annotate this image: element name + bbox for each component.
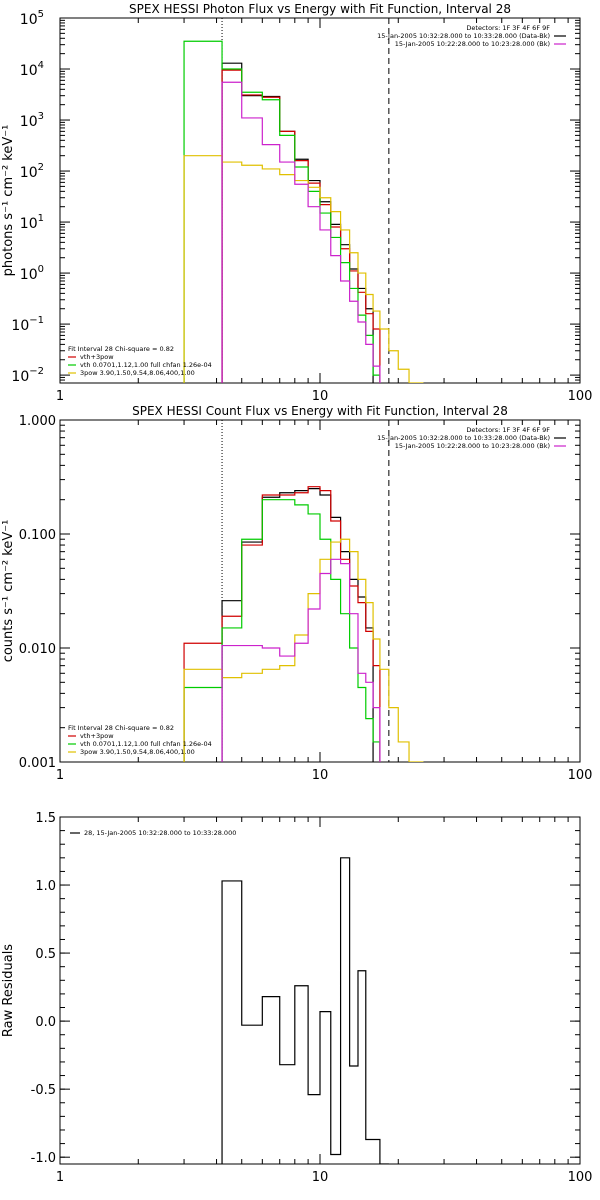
y-tick-label: -0.5	[31, 1083, 56, 1098]
y-axis-label: photons s⁻¹ cm⁻² keV⁻¹	[1, 125, 16, 277]
plot-area	[183, 18, 424, 383]
y-tick-exponent: 3	[38, 111, 44, 122]
series-2-step	[221, 69, 381, 383]
x-tick-label: 1	[56, 1170, 64, 1185]
x-tick-label: 100	[568, 768, 593, 783]
x-tick-label: 10	[312, 389, 329, 404]
chart-panel-2: SPEX HESSI Count Flux vs Energy with Fit…	[1, 404, 592, 783]
y-tick-label: 10−1	[11, 315, 44, 334]
series-3-step	[183, 499, 381, 762]
y-tick-base: 10	[11, 318, 29, 334]
y-tick-label: 0.0	[35, 1015, 56, 1030]
y-tick-label: 102	[20, 162, 44, 181]
legend-tr-text: Detectors: 1F 3F 4F 6F 9F	[466, 24, 550, 32]
legend-tr-text: 15-Jan-2005 10:32:28.000 to 10:33:28.000…	[377, 32, 550, 40]
y-tick-base: 10	[20, 63, 38, 79]
y-tick-exponent: 4	[38, 60, 44, 71]
series-4-step	[183, 155, 424, 383]
series-5-step	[221, 81, 381, 383]
y-tick-base: 10	[20, 165, 38, 181]
series-1-step	[221, 488, 374, 762]
legend-tr-text: Detectors: 1F 3F 4F 6F 9F	[466, 426, 550, 434]
legend-bl-text: vth 0.0701,1.12,1.00 full chfan 1.26e-04	[80, 740, 212, 748]
chart-panel-3: Raw Residuals 1 10 100 -1.0 -0.5 0.0 0.5 1.0 1.5 2…	[1, 811, 592, 1185]
legend-tl-text: 28, 15-Jan-2005 10:32:28.000 to 10:33:28…	[84, 829, 236, 837]
y-tick-label: 0.001	[19, 756, 56, 771]
series-2-step	[183, 486, 381, 762]
y-tick-exponent: −1	[29, 315, 44, 326]
x-tick-label: 10	[312, 768, 329, 783]
x-tick-label: 100	[568, 1170, 593, 1185]
y-tick-label: 0.100	[19, 528, 56, 543]
legend-bl-text: 3pow 3.90,1.50,9.54,8.06,400,1.00	[80, 748, 195, 756]
y-tick-base: 10	[20, 114, 38, 130]
y-tick-label: 104	[20, 60, 44, 79]
chart-title: SPEX HESSI Count Flux vs Energy with Fit…	[132, 404, 508, 418]
plot-frame	[59, 816, 581, 1165]
legend-bl-text: vth 0.0701,1.12,1.00 full chfan 1.26e-04	[80, 361, 212, 369]
y-tick-label: -1.0	[31, 1151, 56, 1166]
legend-bl-text: vth+3pow	[80, 732, 114, 740]
y-tick-exponent: 2	[38, 162, 44, 173]
x-tick-label: 100	[568, 389, 593, 404]
y-tick-label: 0.010	[19, 642, 56, 657]
x-tick-label: 1	[56, 389, 64, 404]
y-tick-base: 10	[20, 267, 38, 283]
chart-title: SPEX HESSI Photon Flux vs Energy with Fi…	[129, 2, 511, 16]
x-tick-label: 1	[56, 768, 64, 783]
y-tick-label: 1.000	[19, 414, 56, 429]
y-tick-exponent: 1	[38, 213, 44, 224]
legend-bl-text: Fit Interval 28 Chi-square = 0.82	[68, 345, 174, 353]
y-tick-base: 10	[11, 369, 29, 385]
series-1-step	[221, 62, 374, 383]
series-5-step	[221, 558, 381, 762]
y-tick-label: 10−2	[11, 366, 44, 385]
plot-area	[221, 857, 389, 1164]
y-tick-exponent: 0	[38, 264, 44, 275]
y-tick-exponent: −2	[29, 366, 44, 377]
y-tick-label: 0.5	[35, 947, 56, 962]
series-3-step	[183, 40, 381, 383]
y-tick-base: 10	[20, 12, 38, 28]
y-tick-label: 101	[20, 213, 44, 232]
x-tick-label: 10	[312, 1170, 329, 1185]
legend-bl-text: 3pow 3.90,1.50,9.54,8.06,400,1.00	[80, 369, 195, 377]
legend-tr-text: 15-Jan-2005 10:22:28.000 to 10:23:28.000…	[395, 442, 550, 450]
legend-tr-text: 15-Jan-2005 10:32:28.000 to 10:33:28.000…	[377, 434, 550, 442]
y-axis-label: counts s⁻¹ cm⁻² keV⁻¹	[1, 520, 16, 663]
y-tick-label: 1.0	[35, 879, 56, 894]
legend-bl-text: vth+3pow	[80, 353, 114, 361]
series-1-step	[221, 857, 389, 1164]
y-tick-label: 1.5	[35, 811, 56, 826]
chart-panel-1: SPEX HESSI Photon Flux vs Energy with Fi…	[1, 2, 592, 404]
y-tick-exponent: 5	[38, 9, 44, 20]
y-axis-label: Raw Residuals	[1, 944, 16, 1037]
y-tick-label: 105	[20, 9, 44, 28]
y-tick-label: 100	[20, 264, 44, 283]
series-4-step	[183, 538, 424, 762]
plot-area	[183, 420, 424, 762]
y-tick-label: 103	[20, 111, 44, 130]
y-tick-base: 10	[20, 216, 38, 232]
legend-tr-text: 15-Jan-2005 10:22:28.000 to 10:23:28.000…	[395, 40, 550, 48]
legend-bl-text: Fit Interval 28 Chi-square = 0.82	[68, 724, 174, 732]
